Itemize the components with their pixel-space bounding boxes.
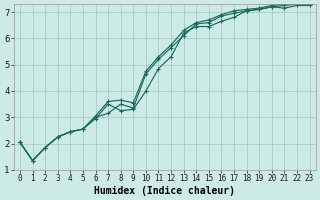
X-axis label: Humidex (Indice chaleur): Humidex (Indice chaleur) [94,186,235,196]
